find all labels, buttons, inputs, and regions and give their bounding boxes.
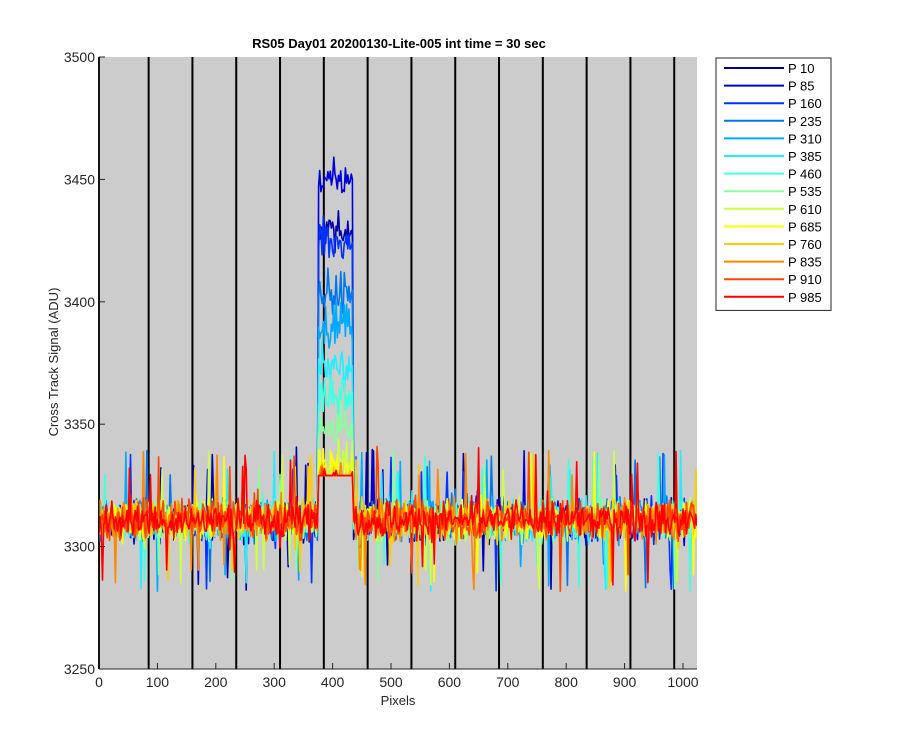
x-tick-label-200: 200 [204, 674, 228, 690]
y-tick-label-3400: 3400 [64, 294, 95, 310]
legend-label-p-610: P 610 [788, 202, 822, 217]
y-tick-label-3300: 3300 [64, 539, 95, 555]
x-tick-label-300: 300 [263, 674, 287, 690]
legend-label-p-985: P 985 [788, 290, 822, 305]
legend-label-p-760: P 760 [788, 237, 822, 252]
x-tick-label-1000: 1000 [667, 674, 698, 690]
x-tick-label-800: 800 [555, 674, 579, 690]
x-tick-label-900: 900 [613, 674, 637, 690]
legend-label-p-535: P 535 [788, 184, 822, 199]
y-axis-label: Cross Track Signal (ADU) [46, 288, 61, 437]
chart-title: RS05 Day01 20200130-Lite-005 int time = … [252, 36, 546, 51]
x-tick-label-600: 600 [438, 674, 462, 690]
legend-label-p-160: P 160 [788, 96, 822, 111]
legend: P 10 P 85 P 160 P 235 P 310 P 385 P 460 P 535 P … [715, 57, 832, 311]
series-line-p-985 [99, 446, 697, 586]
y-tick-label-3250: 3250 [64, 661, 95, 677]
legend-label-p-460: P 460 [788, 167, 822, 182]
y-tick-label-3500: 3500 [64, 49, 95, 65]
y-tick-label-3450: 3450 [64, 171, 95, 187]
legend-label-p-685: P 685 [788, 219, 822, 234]
legend-box [715, 57, 832, 311]
legend-label-p-10: P 10 [788, 61, 815, 76]
plot-area [98, 57, 697, 669]
x-tick-label-700: 700 [496, 674, 520, 690]
x-tick-label-100: 100 [146, 674, 170, 690]
legend-label-p-835: P 835 [788, 255, 822, 270]
x-tick-label-400: 400 [321, 674, 345, 690]
x-tick-label-0: 0 [95, 674, 103, 690]
axes: 0 100 200 300 400 500 600 700 800 900 1000 3250 3300… [64, 49, 699, 690]
x-tick-label-500: 500 [379, 674, 403, 690]
legend-label-p-85: P 85 [788, 79, 815, 94]
x-axis-label: Pixels [381, 693, 416, 708]
legend-label-p-385: P 385 [788, 149, 822, 164]
legend-label-p-310: P 310 [788, 131, 822, 146]
series-lines [99, 156, 697, 593]
y-tick-label-3350: 3350 [64, 416, 95, 432]
legend-label-p-235: P 235 [788, 114, 822, 129]
legend-label-p-910: P 910 [788, 272, 822, 287]
